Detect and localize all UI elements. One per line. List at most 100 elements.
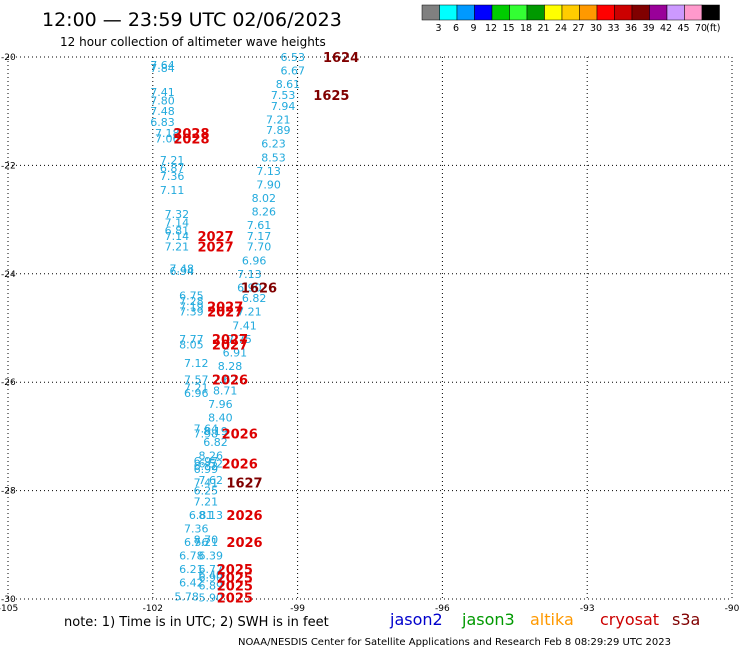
swh-value: 7.21 xyxy=(160,154,185,167)
swh-value: 6.25 xyxy=(194,485,219,498)
swh-value: 8.02 xyxy=(252,192,277,205)
swh-value: 7.21 xyxy=(194,536,219,549)
time-label: 1625 xyxy=(313,89,349,104)
swh-value: 7.53 xyxy=(271,89,296,102)
swh-value: 6.40 xyxy=(198,569,223,582)
time-label: 2026 xyxy=(226,509,262,524)
legend-label: 36 xyxy=(625,23,637,34)
chart-subtitle: 12 hour collection of altimeter wave hei… xyxy=(60,35,326,49)
satellite-cryosat: cryosat xyxy=(600,610,659,629)
swh-value: 7.36 xyxy=(184,523,209,536)
swh-value: 7.17 xyxy=(247,230,272,243)
chart-title: 12:00 — 23:59 UTC 02/06/2023 xyxy=(42,9,342,31)
swh-value: 6.81 xyxy=(165,224,190,237)
swh-value: 7.14 xyxy=(165,230,190,243)
legend-label: 12 xyxy=(485,23,497,34)
swh-value: 7.39 xyxy=(179,306,204,319)
time-label: 2027 xyxy=(212,333,248,348)
y-tick-label: -28 xyxy=(1,487,16,497)
swh-value: 6.99 xyxy=(194,463,219,476)
legend-swatch xyxy=(579,4,598,21)
swh-value: 6.67 xyxy=(281,65,306,78)
swh-value: 6.97 xyxy=(194,455,219,468)
swh-value: 7.21 xyxy=(194,495,219,508)
legend-label: 45 xyxy=(677,23,689,34)
legend-label: 21 xyxy=(537,23,549,34)
swh-value: 6.91 xyxy=(223,346,248,359)
swh-value: 7.62 xyxy=(213,373,238,386)
swh-value: 7.57 xyxy=(184,373,209,386)
swh-value: 6.78 xyxy=(179,550,204,563)
satellite-jason2: jason2 xyxy=(389,610,443,629)
swh-value: 7.14 xyxy=(165,216,190,229)
time-label: 2027 xyxy=(197,230,233,245)
swh-value: 6.75 xyxy=(179,289,204,302)
swh-value: 6.81 xyxy=(189,509,214,522)
time-label: 2027 xyxy=(207,306,243,321)
swh-value: 7.21 xyxy=(165,241,190,254)
time-label: 2025 xyxy=(217,563,253,578)
swh-value: 7.80 xyxy=(150,94,175,107)
swh-value: 6.89 xyxy=(198,579,223,592)
satellite-jason3: jason3 xyxy=(461,610,515,629)
swh-value: 8.53 xyxy=(261,151,286,164)
swh-value: 7.36 xyxy=(160,170,185,183)
legend-swatch xyxy=(544,4,563,21)
swh-value: 6.90 xyxy=(237,281,262,294)
swh-value: 5.90 xyxy=(198,591,223,604)
swh-value: 6.77 xyxy=(198,563,223,576)
swh-value: 6.96 xyxy=(242,254,267,267)
swh-value: 6.56 xyxy=(184,536,209,549)
time-labels: 1624162520282028202720271626202720272027… xyxy=(173,51,359,606)
legend-label: 27 xyxy=(572,23,584,34)
time-label: 1626 xyxy=(241,281,277,296)
swh-value: 8.71 xyxy=(213,384,238,397)
swh-value: 7.18 xyxy=(155,127,180,140)
legend-swatch xyxy=(491,4,510,21)
swh-value: 7.64 xyxy=(150,59,175,72)
legend-swatch xyxy=(631,4,650,21)
swh-points: 6.537.647.84 6.678.617.41 7.537.80 7.947.48… xyxy=(150,51,305,604)
swh-value: 7.70 xyxy=(247,241,272,254)
swh-value: 6.52 xyxy=(198,458,223,471)
swh-value: 7.98 xyxy=(194,428,219,441)
swh-value: 7.21 xyxy=(184,382,209,395)
legend-swatch xyxy=(614,4,633,21)
legend-label: 33 xyxy=(607,23,619,34)
y-tick-label: -22 xyxy=(1,161,16,171)
time-label: 2027 xyxy=(212,338,248,353)
swh-value: 6.83 xyxy=(150,116,175,129)
legend-label: 39 xyxy=(642,23,654,34)
legend-swatch xyxy=(666,4,685,21)
legend-label: 6 xyxy=(453,23,459,34)
swh-value: 6.82 xyxy=(242,292,267,305)
swh-value: 6.21 xyxy=(179,563,204,576)
color-legend: 3 6 9 12 15 18 21 24 27 30 33 36 39 42 45 70 (ft) xyxy=(421,4,721,34)
swh-value: 7.48 xyxy=(170,262,195,275)
time-label: 2026 xyxy=(222,428,258,443)
legend-label: 9 xyxy=(470,23,476,34)
legend-swatch xyxy=(684,4,703,21)
legend-swatch xyxy=(509,4,528,21)
y-tick-label: -20 xyxy=(1,53,16,63)
swh-value: 8.28 xyxy=(218,360,243,373)
swh-value: 5.78 xyxy=(174,590,199,603)
satellite-altika: altika xyxy=(530,610,574,629)
chart-grid xyxy=(7,56,733,600)
swh-value: 8.70 xyxy=(194,533,219,546)
swh-value: 7.21 xyxy=(237,306,262,319)
x-tick-label: -93 xyxy=(580,604,595,614)
swh-value: 6.82 xyxy=(194,460,219,473)
legend-swatch xyxy=(649,4,668,21)
satellite-s3a: s3a xyxy=(672,610,700,629)
footer-note: note: 1) Time is in UTC; 2) SWH is in fe… xyxy=(64,615,329,630)
x-tick-label: -105 xyxy=(0,604,18,614)
x-tick-label: -96 xyxy=(435,604,450,614)
swh-value: 7.11 xyxy=(160,184,185,197)
swh-value: 7.89 xyxy=(266,124,291,137)
swh-value: 8.26 xyxy=(198,449,223,462)
swh-value: 7.96 xyxy=(208,398,233,411)
swh-value: 7.41 xyxy=(232,319,257,332)
legend-swatch xyxy=(596,4,615,21)
